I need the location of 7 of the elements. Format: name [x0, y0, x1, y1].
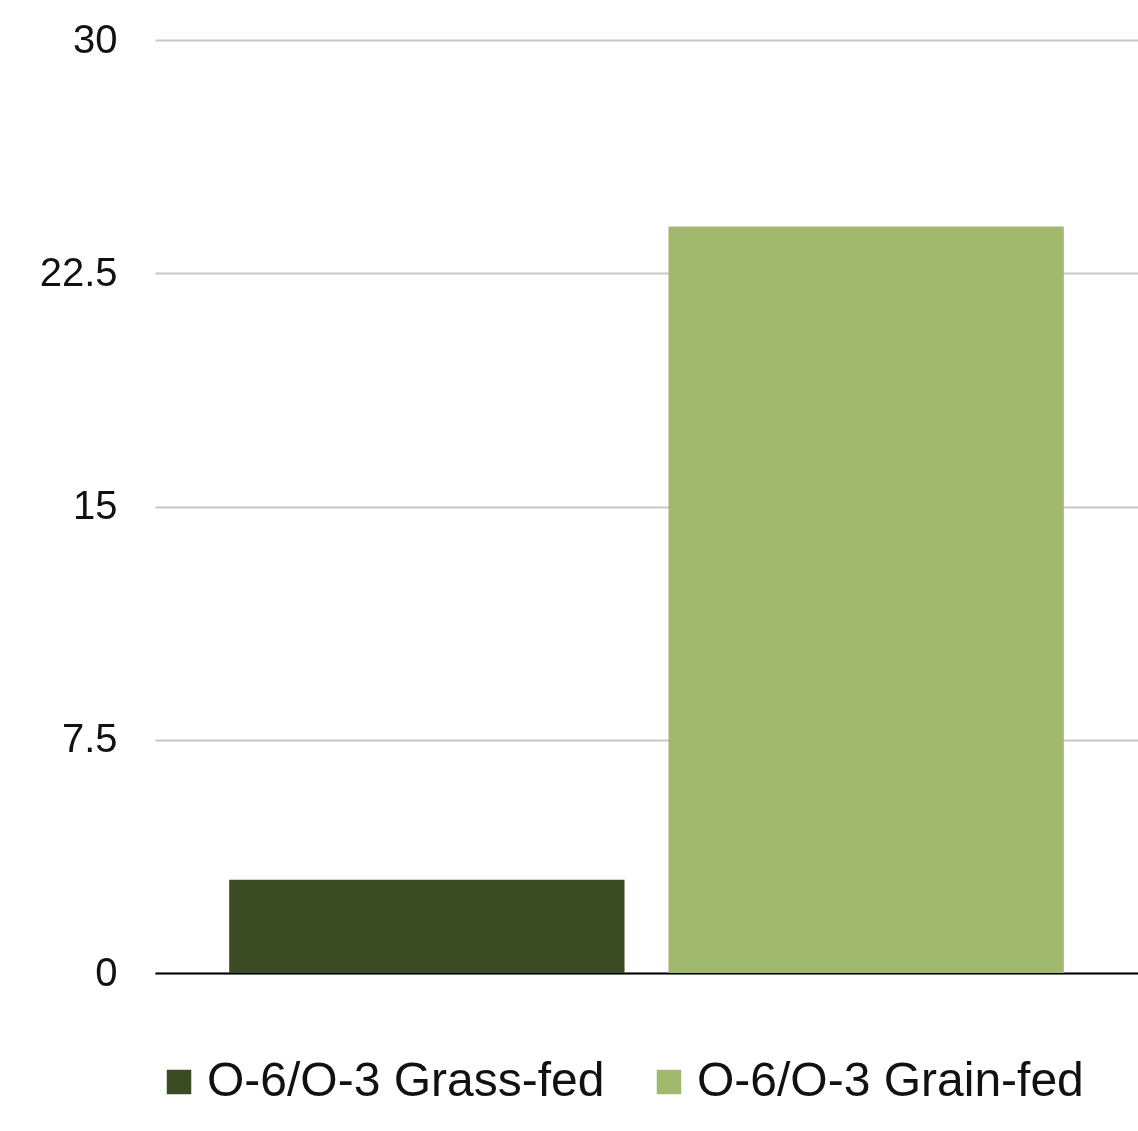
- y-tick-label: 7.5: [61, 716, 118, 761]
- y-tick-label: 30: [73, 16, 118, 61]
- y-tick-label: 22.5: [39, 249, 118, 294]
- y-tick-label: 0: [95, 949, 118, 994]
- legend-label: O-6/O-3 Grain-fed: [697, 1053, 1084, 1106]
- legend-label: O-6/O-3 Grass-fed: [207, 1053, 605, 1106]
- y-tick-label: 15: [73, 483, 118, 527]
